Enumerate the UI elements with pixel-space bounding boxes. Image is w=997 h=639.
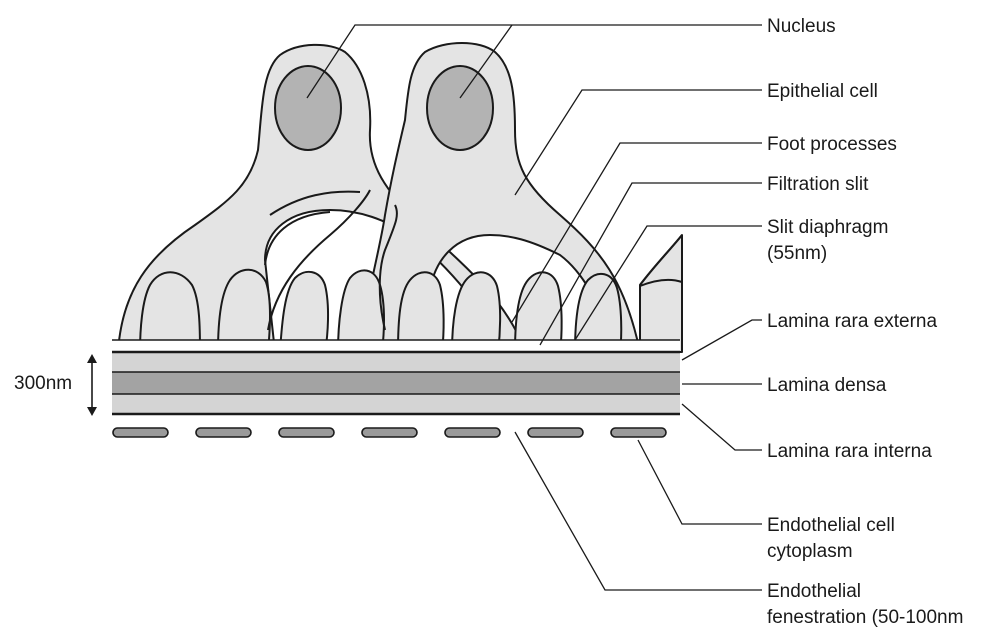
leader-nucleus-2 bbox=[459, 24, 513, 99]
thickness-label: 300nm bbox=[14, 373, 72, 394]
label-lamina-rara-externa: Lamina rara externa bbox=[767, 311, 937, 332]
foot-process-arch bbox=[514, 271, 563, 353]
adjacent-cell-outline bbox=[639, 234, 683, 287]
label-endothelial-cytoplasm-2: cytoplasm bbox=[767, 541, 853, 562]
foot-process-arch bbox=[397, 271, 445, 353]
foot-process-arch bbox=[574, 272, 623, 353]
leader-lamina-rara-externa bbox=[681, 319, 762, 361]
foot-process-crossing bbox=[378, 204, 398, 331]
foot-process-arch bbox=[279, 270, 330, 353]
endothelial-segment bbox=[278, 427, 335, 438]
adjacent-cell-edge bbox=[639, 234, 683, 353]
leader-filtration-slit bbox=[539, 182, 762, 346]
label-endothelial-cytoplasm: Endothelial cell bbox=[767, 515, 895, 536]
lamina-densa-band bbox=[112, 372, 680, 394]
endothelial-segment bbox=[361, 427, 418, 438]
endothelial-segment bbox=[112, 427, 169, 438]
nucleus-right bbox=[426, 65, 494, 151]
label-nucleus: Nucleus bbox=[767, 16, 836, 37]
label-foot-processes: Foot processes bbox=[767, 134, 897, 155]
lamina-rara-interna-band bbox=[112, 394, 680, 414]
leader-endothelial-fenestration bbox=[514, 431, 762, 591]
label-epithelial-cell: Epithelial cell bbox=[767, 81, 878, 102]
leader-nucleus bbox=[306, 24, 762, 99]
leader-slit-diaphragm bbox=[574, 225, 762, 341]
endothelial-segment bbox=[444, 427, 501, 438]
endothelial-segment bbox=[610, 427, 667, 438]
foot-process-arch bbox=[139, 271, 201, 353]
endothelial-segment bbox=[527, 427, 584, 438]
label-slit-diaphragm: Slit diaphragm bbox=[767, 217, 888, 238]
leader-endothelial-cytoplasm bbox=[637, 439, 762, 525]
arrow-head-down bbox=[87, 407, 97, 416]
label-lamina-densa: Lamina densa bbox=[767, 375, 887, 396]
endothelial-segment bbox=[195, 427, 252, 438]
label-slit-diaphragm-size: (55nm) bbox=[767, 243, 827, 264]
leader-foot-processes bbox=[511, 142, 762, 323]
label-filtration-slit: Filtration slit bbox=[767, 174, 869, 195]
lamina-rara-externa bbox=[112, 340, 680, 354]
arrow-head-up bbox=[87, 354, 97, 363]
foot-process-arch bbox=[451, 271, 502, 353]
foot-process-crossing bbox=[267, 189, 371, 331]
foot-process-crossing bbox=[264, 190, 361, 266]
leader-lamina-rara-interna bbox=[681, 403, 762, 451]
nucleus-left bbox=[274, 65, 342, 151]
label-endothelial-fenestration: Endothelial bbox=[767, 581, 861, 602]
label-lamina-rara-interna: Lamina rara interna bbox=[767, 441, 932, 462]
label-endothelial-fenestration-2: fenestration (50-100nm bbox=[767, 607, 963, 628]
leader-epithelial-cell bbox=[514, 89, 762, 196]
lamina-rara-externa-band bbox=[112, 352, 680, 372]
